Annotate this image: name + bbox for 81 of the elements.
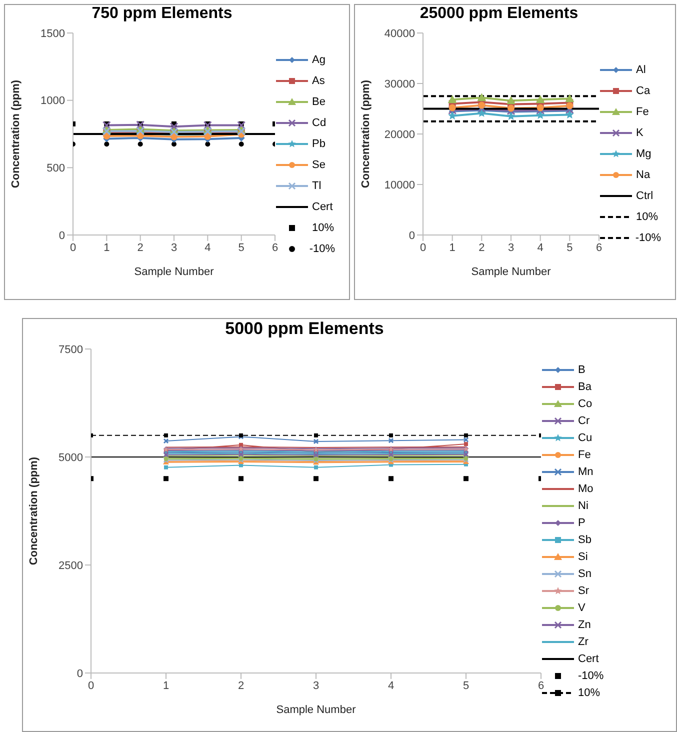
legend-label: Sr <box>578 584 589 596</box>
y-tick-label: 500 <box>46 162 65 175</box>
legend-label: K <box>636 127 644 139</box>
legend-label: Tl <box>312 180 322 192</box>
y-tick-label: 20000 <box>384 128 415 141</box>
legend-label: As <box>312 74 325 86</box>
legend-label: Ba <box>578 380 592 392</box>
legend-label: Fe <box>578 448 591 460</box>
legend-label: 10% <box>578 686 600 698</box>
x-tick-label: 5 <box>566 242 573 254</box>
x-tick-label: 1 <box>162 680 170 692</box>
x-tick-label: 3 <box>508 242 514 254</box>
x-tick-label: 0 <box>88 680 94 692</box>
legend-label: Pb <box>312 138 326 150</box>
legend-label: Mn <box>578 466 594 478</box>
x-tick-label: 0 <box>420 242 426 254</box>
x-tick-label: 6 <box>272 242 278 254</box>
chart-title: 25000 ppm Elements <box>418 5 580 23</box>
y-axis-title: Concentration (ppm) <box>10 80 22 188</box>
chart-title: 5000 ppm Elements <box>224 319 385 339</box>
x-tick-label: 5 <box>238 242 244 254</box>
x-tick-label: 4 <box>537 242 544 254</box>
x-tick-label: 3 <box>312 680 320 692</box>
legend-label: Ni <box>578 500 588 512</box>
legend-label: Cert <box>578 652 599 664</box>
legend-label: Mo <box>578 482 594 494</box>
y-tick-label: 10000 <box>384 179 415 192</box>
y-tick-label: 7500 <box>58 344 83 356</box>
legend-label: Al <box>636 64 646 76</box>
legend-label: Ca <box>636 85 650 97</box>
legend-label: Zr <box>578 636 588 648</box>
legend-label: Se <box>312 158 326 170</box>
x-tick-label: 1 <box>449 242 456 254</box>
y-tick-label: 1000 <box>40 95 65 108</box>
x-tick-label: 6 <box>596 242 602 254</box>
x-tick-label: 2 <box>478 242 485 254</box>
legend-label: Cd <box>312 116 326 128</box>
x-axis-title: Sample Number <box>471 266 552 278</box>
legend-label: -10% <box>578 670 604 682</box>
x-tick-label: 2 <box>137 242 144 254</box>
legend-label: P <box>578 516 586 528</box>
legend-label: Ctrl <box>636 190 654 202</box>
chart-title: 750 ppm Elements <box>90 5 234 23</box>
y-tick-label: 30000 <box>384 78 415 90</box>
x-tick-label: 5 <box>462 680 470 692</box>
legend-label: Fe <box>636 106 649 118</box>
legend-label: Si <box>578 550 588 562</box>
x-tick-label: 4 <box>204 242 211 254</box>
x-tick-label: 1 <box>104 242 110 254</box>
x-tick-label: 2 <box>238 680 244 692</box>
legend-label: B <box>578 364 586 376</box>
legend-label: -10% <box>635 232 661 244</box>
y-tick-label: 40000 <box>384 28 415 40</box>
legend-label: Mg <box>636 148 652 160</box>
legend-label: Sb <box>578 534 592 546</box>
legend-label: V <box>578 602 586 614</box>
y-tick-label: 2500 <box>58 560 83 572</box>
legend-label: Cr <box>578 414 590 426</box>
y-tick-label: 0 <box>408 230 415 242</box>
x-tick-label: 3 <box>170 242 178 254</box>
legend-label: Sn <box>578 568 592 580</box>
y-axis-title: Concentration (ppm) <box>28 456 40 566</box>
legend-label: Be <box>312 96 326 108</box>
y-tick-label: 0 <box>76 668 83 680</box>
y-tick-label: 0 <box>58 230 65 242</box>
x-tick-label: 4 <box>388 680 394 692</box>
legend-label: Cert <box>312 200 333 212</box>
legend-label: Cu <box>578 432 592 444</box>
y-tick-label: 1500 <box>40 28 65 40</box>
y-tick-label: 5000 <box>58 452 83 464</box>
legend-label: Zn <box>578 618 591 630</box>
x-tick-label: 6 <box>538 680 544 692</box>
legend-label: Ag <box>312 54 326 66</box>
legend-label: 10% <box>636 211 658 223</box>
legend-label: 10% <box>312 222 334 234</box>
x-axis-title: Sample Number <box>134 266 214 278</box>
x-axis-title: Sample Number <box>276 704 356 716</box>
legend-label: -10% <box>309 242 335 254</box>
legend-label: Co <box>578 398 592 410</box>
y-axis-title: Concentration (ppm) <box>360 80 372 188</box>
legend-label: Na <box>636 169 650 181</box>
